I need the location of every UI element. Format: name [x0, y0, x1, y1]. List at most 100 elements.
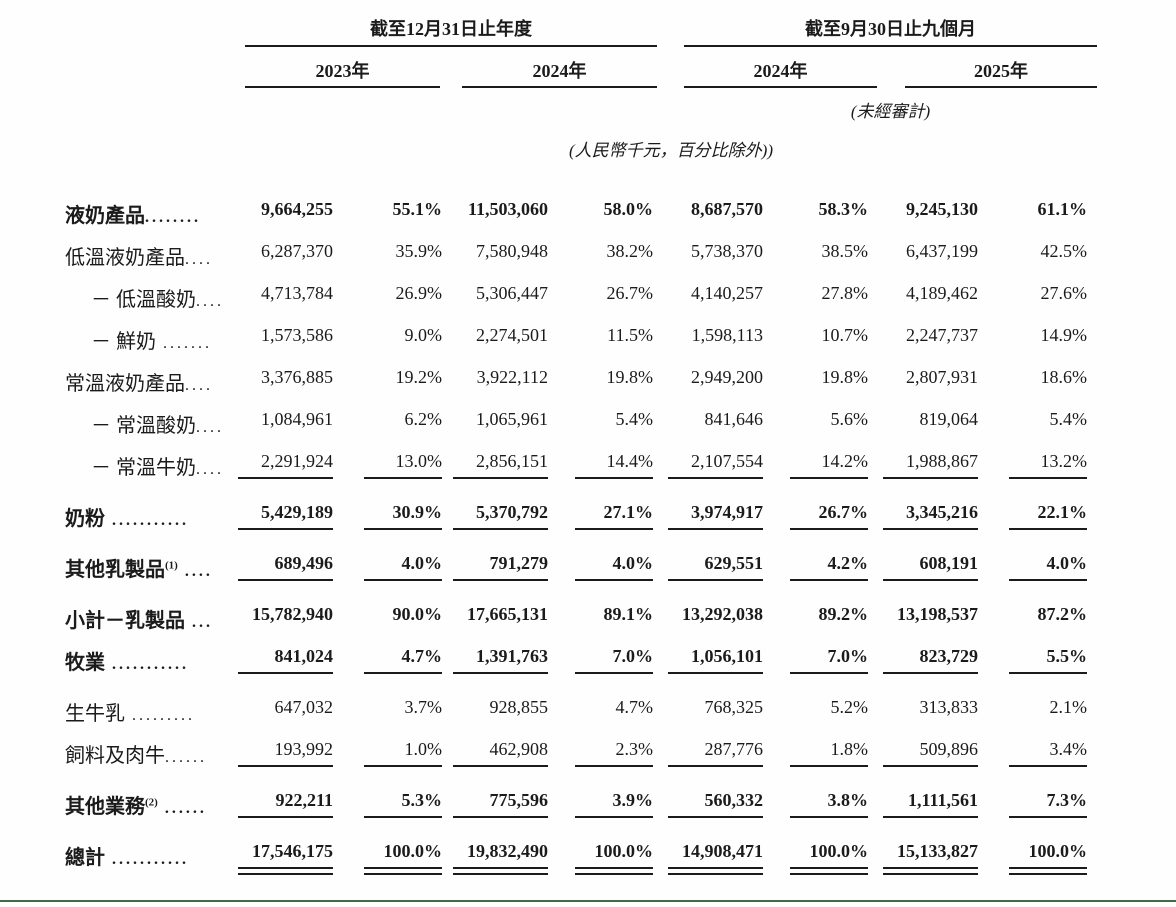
percent-2025: 87.2%	[1037, 604, 1088, 624]
percent-cell-2023: 19.2%	[333, 367, 443, 395]
percent-cell-2023: 30.9%	[333, 502, 442, 530]
dot-leader: ...	[185, 613, 213, 631]
percent-cell-2024-nine-months: 89.2%	[763, 604, 869, 632]
value-cell-2024-nine-months: 560,332	[653, 790, 763, 818]
row-label-cell: 總計 ...........	[65, 841, 235, 870]
row-label-cell: 生牛乳 .........	[65, 697, 235, 726]
value-2024-nine-months: 1,056,101	[668, 646, 763, 674]
value-cell-2025: 313,833	[868, 697, 979, 725]
percent-2024-annual: 38.2%	[606, 241, 654, 261]
percent-2024-nine-months: 100.0%	[790, 841, 868, 875]
value-cell-2024-annual: 3,922,112	[442, 367, 548, 395]
percent-cell-2024-nine-months: 58.3%	[763, 199, 869, 227]
value-2023: 1,084,961	[261, 409, 333, 429]
value-2025: 819,064	[919, 409, 979, 429]
table-row: 液奶產品........ 9,664,255 55.1% 11,503,060 …	[0, 192, 1176, 234]
value-cell-2025: 6,437,199	[868, 241, 978, 269]
row-label-cell: 飼料及肉牛......	[65, 739, 235, 768]
value-2025: 9,245,130	[906, 199, 978, 219]
value-2025: 509,896	[883, 739, 978, 767]
value-cell-2024-annual: 19,832,490	[442, 841, 548, 875]
percent-2024-annual: 11.5%	[607, 325, 653, 345]
value-2024-annual: 17,665,131	[467, 604, 548, 624]
table-row: － 常溫酸奶.... 1,084,961 6.2% 1,065,961 5.4%…	[0, 402, 1176, 444]
value-2023: 647,032	[274, 697, 334, 717]
percent-cell-2023: 13.0%	[333, 451, 442, 479]
value-cell-2023: 15,782,940	[235, 604, 333, 632]
value-2023: 922,211	[238, 790, 333, 818]
percent-cell-2024-annual: 7.0%	[548, 646, 653, 674]
percent-2024-annual: 26.7%	[606, 283, 654, 303]
percent-cell-2024-annual: 11.5%	[548, 325, 653, 353]
percent-cell-2023: 9.0%	[333, 325, 443, 353]
period-header-annual: 截至12月31日止年度	[370, 19, 532, 39]
value-2024-nine-months: 14,908,471	[668, 841, 763, 875]
percent-cell-2024-nine-months: 38.5%	[763, 241, 869, 269]
row-label: － 常溫牛奶	[91, 456, 196, 479]
value-2024-nine-months: 2,107,554	[668, 451, 763, 479]
percent-2025: 7.3%	[1009, 790, 1087, 818]
page-bottom-rule	[0, 900, 1176, 902]
value-cell-2024-nine-months: 1,056,101	[653, 646, 763, 674]
percent-2023: 13.0%	[364, 451, 442, 479]
value-2025: 13,198,537	[897, 604, 978, 624]
percent-cell-2025: 42.5%	[978, 241, 1088, 269]
value-2025: 823,729	[883, 646, 978, 674]
percent-2025: 2.1%	[1049, 697, 1088, 717]
table-row: － 鮮奶 ....... 1,573,586 9.0% 2,274,501 11…	[0, 318, 1176, 360]
value-2024-nine-months: 8,687,570	[691, 199, 763, 219]
value-cell-2023: 6,287,370	[235, 241, 333, 269]
percent-cell-2024-nine-months: 10.7%	[763, 325, 869, 353]
value-cell-2023: 1,084,961	[235, 409, 333, 437]
percent-2024-annual: 100.0%	[575, 841, 653, 875]
value-2024-annual: 791,279	[453, 553, 548, 581]
percent-2023: 19.2%	[395, 367, 443, 387]
percent-2023: 3.7%	[404, 697, 443, 717]
percent-2023: 1.0%	[364, 739, 442, 767]
row-label: 液奶產品	[65, 204, 145, 227]
value-2024-annual: 3,922,112	[476, 367, 548, 387]
percent-2024-nine-months: 7.0%	[790, 646, 868, 674]
table-row: 總計 ........... 17,546,175 100.0% 19,832,…	[0, 834, 1176, 876]
value-cell-2024-nine-months: 13,292,038	[653, 604, 763, 632]
percent-2024-nine-months: 38.5%	[821, 241, 869, 261]
column-header-2024-annual: 2024年	[532, 61, 587, 81]
dot-leader: ...........	[105, 655, 189, 673]
percent-cell-2024-annual: 26.7%	[548, 283, 654, 311]
percent-2023: 4.7%	[364, 646, 442, 674]
value-2024-nine-months: 1,598,113	[691, 325, 763, 345]
percent-2025: 3.4%	[1009, 739, 1087, 767]
value-2024-nine-months: 3,974,917	[668, 502, 763, 530]
row-label-cell: 液奶產品........	[65, 199, 235, 228]
table-row: 生牛乳 ......... 647,032 3.7% 928,855 4.7% …	[0, 690, 1176, 732]
percent-cell-2025: 27.6%	[978, 283, 1088, 311]
header-rule-annual	[245, 45, 657, 47]
row-label-cell: － 鮮奶 .......	[65, 325, 235, 354]
table-row: 飼料及肉牛...... 193,992 1.0% 462,908 2.3% 28…	[0, 732, 1176, 774]
dot-leader: ....	[177, 562, 213, 580]
percent-2025: 4.0%	[1009, 553, 1087, 581]
dot-leader: .........	[125, 706, 195, 724]
table-row: 牧業 ........... 841,024 4.7% 1,391,763 7.…	[0, 639, 1176, 681]
percent-2024-nine-months: 27.8%	[821, 283, 869, 303]
column-header-2023: 2023年	[315, 61, 370, 81]
value-cell-2023: 9,664,255	[235, 199, 333, 227]
percent-2024-nine-months: 4.2%	[790, 553, 868, 581]
percent-2023: 30.9%	[364, 502, 442, 530]
percent-cell-2025: 61.1%	[978, 199, 1088, 227]
percent-cell-2023: 1.0%	[333, 739, 442, 767]
value-cell-2024-nine-months: 768,325	[653, 697, 764, 725]
value-cell-2025: 608,191	[868, 553, 978, 581]
percent-2023: 35.9%	[395, 241, 443, 261]
column-rule-2024-nine-months	[684, 86, 877, 88]
value-2023: 689,496	[238, 553, 333, 581]
percent-2024-nine-months: 26.7%	[790, 502, 868, 530]
percent-2023: 6.2%	[404, 409, 443, 429]
percent-2024-nine-months: 58.3%	[818, 199, 869, 219]
value-cell-2025: 1,988,867	[868, 451, 978, 479]
table-row: 其他乳製品(1) .... 689,496 4.0% 791,279 4.0% …	[0, 546, 1176, 588]
percent-2025: 5.4%	[1049, 409, 1088, 429]
value-2024-annual: 462,908	[453, 739, 548, 767]
value-cell-2024-annual: 1,391,763	[442, 646, 548, 674]
value-2023: 1,573,586	[261, 325, 333, 345]
